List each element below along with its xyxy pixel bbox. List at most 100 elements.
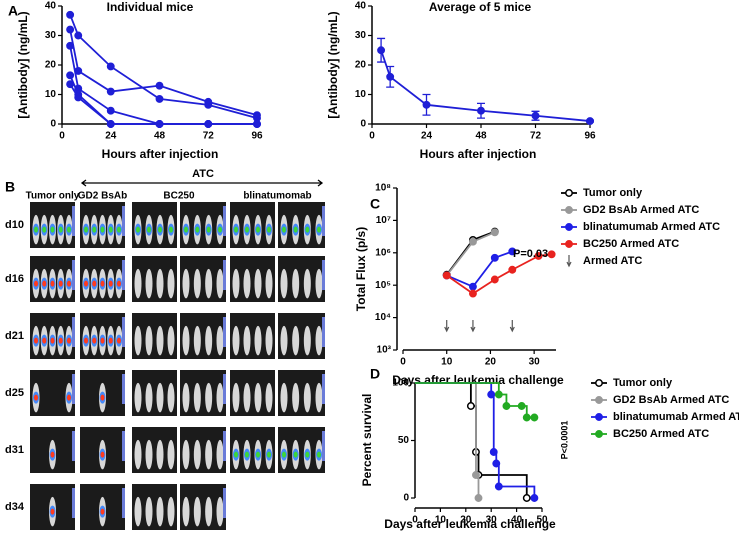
signal	[67, 337, 71, 344]
mouse	[193, 325, 201, 356]
color-scale	[322, 206, 325, 236]
column-label: Tumor only	[26, 191, 80, 202]
data-point	[472, 471, 480, 479]
treatment-arrow	[444, 320, 450, 333]
mouse	[205, 325, 213, 356]
signal	[50, 337, 55, 344]
mouse	[156, 496, 164, 527]
mouse	[280, 325, 288, 356]
mouse	[145, 496, 153, 527]
color-scale	[322, 317, 325, 347]
signal	[267, 226, 271, 233]
y-tick-label: 10	[355, 89, 367, 100]
data-point	[386, 72, 395, 81]
data-point	[530, 494, 539, 502]
y-tick-label: 10	[45, 89, 57, 100]
mouse	[167, 496, 175, 527]
series-line	[415, 382, 528, 498]
signal	[50, 508, 55, 515]
mouse	[280, 382, 288, 413]
color-scale	[72, 317, 75, 347]
mouse	[156, 382, 164, 413]
x-tick-label: 30	[529, 357, 541, 368]
panel-label: B	[5, 179, 15, 195]
data-point	[106, 106, 115, 115]
signal	[245, 226, 249, 233]
series-line	[446, 253, 552, 295]
legend-label: Tumor only	[613, 377, 673, 389]
mouse	[134, 268, 142, 299]
column-label: blinatumomab	[243, 191, 311, 202]
x-tick-label: 0	[369, 131, 375, 142]
data-point	[66, 71, 75, 80]
data-point	[377, 46, 386, 55]
signal	[34, 226, 38, 233]
mouse	[216, 325, 224, 356]
y-tick-label: 10⁶	[375, 247, 391, 258]
treatment-arrow	[470, 320, 476, 333]
legend-label: GD2 BsAb Armed ATC	[613, 394, 729, 406]
y-tick-label: 40	[355, 1, 367, 12]
mouse	[265, 382, 273, 413]
legend-marker	[595, 396, 603, 404]
mouse	[145, 382, 153, 413]
legend-marker	[565, 240, 573, 248]
data-point	[487, 390, 496, 399]
mouse	[280, 268, 288, 299]
signal	[92, 226, 97, 233]
mouse	[145, 439, 153, 470]
signal	[58, 226, 63, 233]
signal	[245, 451, 249, 458]
signal	[84, 337, 88, 344]
x-tick-label: 96	[584, 131, 596, 142]
mouse	[182, 496, 190, 527]
y-tick-label: 100	[392, 378, 409, 389]
signal	[100, 337, 105, 344]
signal	[42, 280, 47, 287]
mouse	[243, 268, 251, 299]
data-point	[547, 250, 556, 259]
legend-label: Armed ATC	[583, 255, 642, 267]
data-point	[253, 120, 261, 128]
x-tick-label: 0	[412, 515, 418, 526]
data-point	[474, 494, 483, 502]
legend-label: blinatumumab Armed ATC	[583, 221, 720, 233]
mouse	[232, 325, 240, 356]
data-point	[106, 62, 115, 71]
data-point	[494, 482, 503, 491]
color-scale	[223, 206, 226, 236]
color-scale	[322, 260, 325, 290]
signal	[267, 451, 271, 458]
data-point	[66, 10, 75, 19]
x-tick-label: 96	[251, 131, 263, 142]
panel-label: C	[370, 196, 380, 212]
signal	[108, 280, 113, 287]
data-point	[468, 237, 477, 246]
annotation: P=0.03	[513, 248, 548, 260]
signal	[317, 226, 321, 233]
panel-label: D	[370, 366, 380, 382]
mouse	[265, 325, 273, 356]
y-tick-label: 0	[50, 119, 56, 130]
data-point	[204, 97, 213, 106]
mouse	[315, 382, 323, 413]
series-line	[69, 83, 257, 125]
signal	[92, 280, 97, 287]
mouse	[315, 268, 323, 299]
x-tick-label: 20	[460, 515, 472, 526]
row-label: d21	[5, 330, 24, 342]
mouse	[145, 268, 153, 299]
data-point	[442, 271, 451, 280]
mouse	[205, 439, 213, 470]
mouse	[292, 325, 300, 356]
annotation: P<0.0001	[559, 421, 569, 460]
mouse	[254, 268, 262, 299]
data-point	[490, 228, 499, 237]
treatment-arrow	[509, 320, 515, 333]
signal	[100, 394, 105, 401]
legend-label: BC250 Armed ATC	[583, 238, 679, 250]
color-scale	[322, 374, 325, 404]
mouse	[145, 325, 153, 356]
y-tick-label: 20	[355, 60, 367, 71]
